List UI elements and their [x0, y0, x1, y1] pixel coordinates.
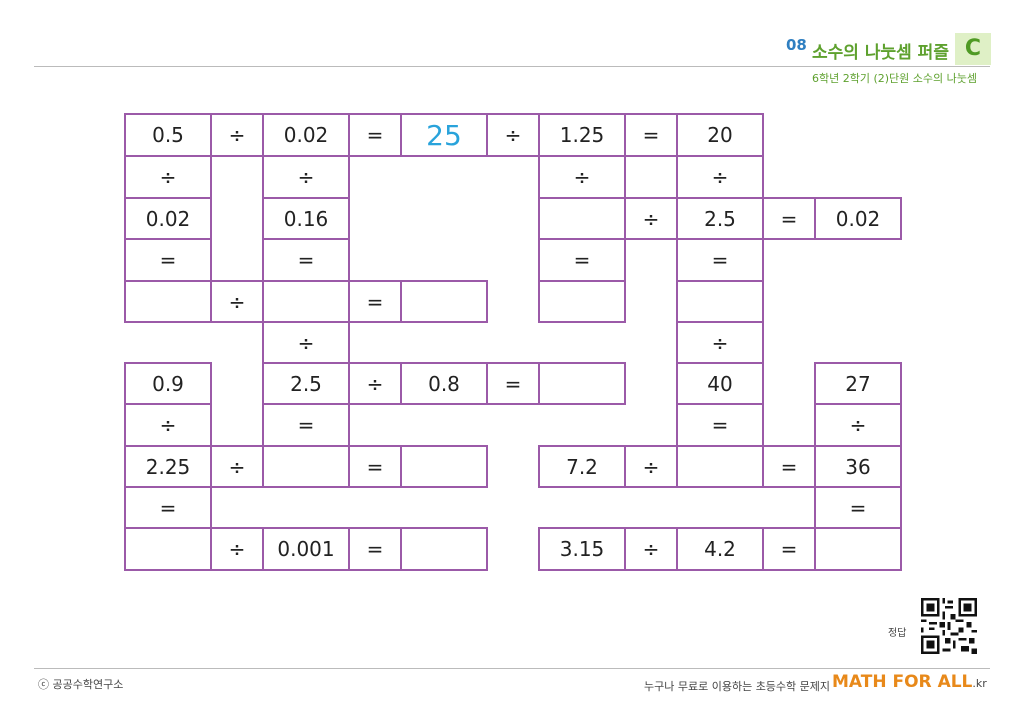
answer-blank[interactable] [676, 445, 764, 488]
brand-name: MATH FOR ALL [832, 672, 973, 692]
divide-sign: ÷ [624, 445, 678, 488]
equals-sign: = [676, 403, 764, 447]
number-cell: 1.25 [538, 113, 626, 157]
answer-blank[interactable] [400, 527, 488, 571]
answer-blank[interactable] [400, 280, 488, 323]
answer-blank[interactable] [400, 445, 488, 488]
divide-sign: ÷ [262, 155, 350, 199]
number-cell: 2.5 [262, 362, 350, 405]
answer-blank[interactable] [124, 280, 212, 323]
worksheet-title: 소수의 나눗셈 퍼즐 [812, 43, 949, 63]
number-cell: 27 [814, 362, 902, 405]
number-cell: 4.2 [676, 527, 764, 571]
number-cell: 20 [676, 113, 764, 157]
equals-sign: = [762, 445, 816, 488]
equals-sign: = [262, 403, 350, 447]
number-cell: 25 [400, 113, 488, 157]
number-cell: 0.02 [814, 197, 902, 240]
divide-sign: ÷ [124, 403, 212, 447]
divide-sign: ÷ [210, 527, 264, 571]
brand-logo[interactable]: MATH FOR ALL.kr [832, 672, 987, 692]
equals-sign: = [348, 280, 402, 323]
divide-sign: ÷ [676, 155, 764, 199]
divide-sign: ÷ [348, 362, 402, 405]
level-badge: C [955, 33, 991, 65]
divide-sign: ÷ [124, 155, 212, 199]
equals-sign: = [762, 197, 816, 240]
qr-code-icon[interactable] [919, 598, 979, 654]
equals-sign: = [124, 238, 212, 282]
equals-sign: = [262, 238, 350, 282]
number-cell: 0.02 [262, 113, 350, 157]
divide-sign: ÷ [676, 321, 764, 364]
number-cell: 2.25 [124, 445, 212, 488]
number-cell: 7.2 [538, 445, 626, 488]
header-divider [34, 66, 990, 67]
equals-sign: = [676, 238, 764, 282]
answer-blank[interactable] [538, 280, 626, 323]
equals-sign: = [348, 527, 402, 571]
answer-blank[interactable] [676, 280, 764, 323]
equals-sign: = [624, 113, 678, 157]
divide-sign: ÷ [486, 113, 540, 157]
answer-blank[interactable] [538, 362, 626, 405]
number-cell: 3.15 [538, 527, 626, 571]
answer-blank[interactable] [262, 445, 350, 488]
number-cell: 36 [814, 445, 902, 488]
number-cell: 0.5 [124, 113, 212, 157]
answer-blank[interactable] [124, 527, 212, 571]
divide-sign: ÷ [262, 321, 350, 364]
divide-sign: ÷ [538, 155, 626, 199]
divide-sign: ÷ [624, 527, 678, 571]
divide-sign: ÷ [624, 197, 678, 240]
number-cell: 0.001 [262, 527, 350, 571]
number-cell: 0.8 [400, 362, 488, 405]
equals-sign: = [814, 486, 902, 529]
answer-blank[interactable] [814, 527, 902, 571]
equals-sign: = [538, 238, 626, 282]
divide-sign: ÷ [210, 113, 264, 157]
equals-sign: = [486, 362, 540, 405]
number-cell: 0.02 [124, 197, 212, 240]
divide-sign: ÷ [210, 280, 264, 323]
divide-sign: ÷ [814, 403, 902, 447]
number-cell: 0.16 [262, 197, 350, 240]
divide-sign: ÷ [210, 445, 264, 488]
answer-label: 정답 [888, 628, 907, 639]
footer-divider [34, 668, 990, 669]
worksheet-subtitle: 6학년 2학기 (2)단원 소수의 나눗셈 [812, 72, 978, 85]
worksheet-number: 08 [786, 36, 807, 54]
answer-blank[interactable] [262, 280, 350, 323]
number-cell: 0.9 [124, 362, 212, 405]
footer-tagline: 누구나 무료로 이용하는 초등수학 문제지 [644, 680, 831, 693]
equals-sign: = [124, 486, 212, 529]
equals-sign: = [348, 445, 402, 488]
answer-blank[interactable] [538, 197, 626, 240]
number-cell: 2.5 [676, 197, 764, 240]
equals-sign: = [762, 527, 816, 571]
equals-sign: = [348, 113, 402, 157]
brand-suffix: .kr [972, 677, 987, 690]
copyright: ⓒ 공공수학연구소 [38, 678, 124, 691]
number-cell: 40 [676, 362, 764, 405]
